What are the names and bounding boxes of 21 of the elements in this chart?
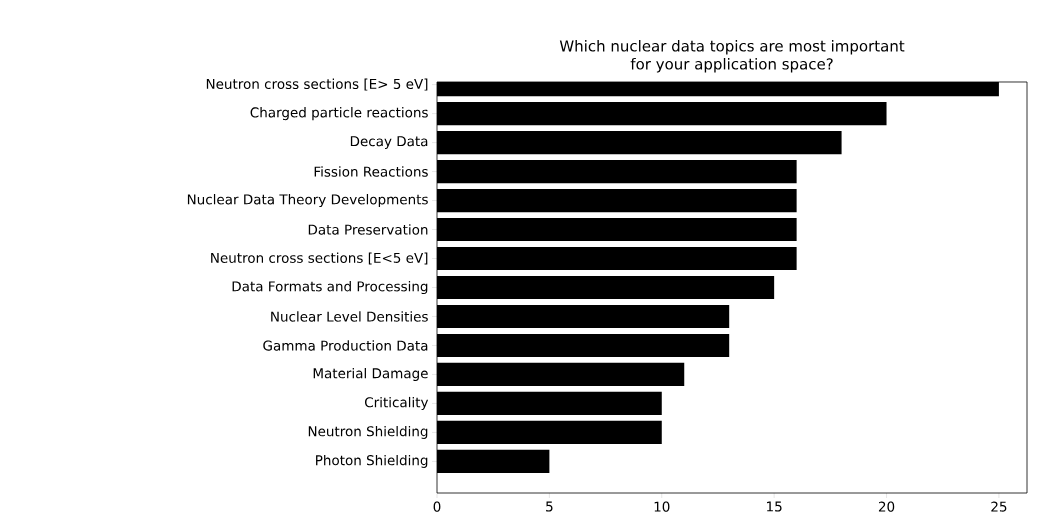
y-tick-label: Criticality — [365, 396, 429, 410]
y-tick-label: Nuclear Level Densities — [271, 311, 428, 322]
y-tick-label: Neutron Shielding — [308, 425, 428, 439]
y-tick-label: Gamma Production Data — [263, 340, 428, 351]
x-tick-label: 20 — [878, 501, 895, 512]
y-tick-label: Fission Reactions — [314, 166, 428, 177]
x-tick-label: 25 — [991, 501, 1007, 512]
y-tick-label: Material Damage — [313, 367, 428, 381]
y-tick-label: Decay Data — [350, 136, 428, 149]
y-tick-label: Data Formats and Processing — [232, 280, 428, 295]
x-tick-label: 5 — [546, 501, 553, 512]
x-tick-label: 0 — [433, 501, 441, 512]
y-tick-label: Neutron cross sections [E> 5 eV] — [206, 78, 428, 91]
y-tick-label: Nuclear Data Theory Developments — [187, 194, 428, 208]
y-tick-label: Charged particle reactions — [250, 107, 428, 121]
x-tick-label: 15 — [767, 501, 782, 512]
y-tick-label: Photon Shielding — [316, 454, 428, 468]
y-tick-label: Neutron cross sections [E<5 eV] — [211, 252, 428, 265]
y-tick-label: Data Preservation — [308, 224, 428, 235]
x-tick-label: 10 — [654, 501, 670, 512]
chart-title: Which nuclear data topics are most important for your application space? — [559, 39, 905, 73]
